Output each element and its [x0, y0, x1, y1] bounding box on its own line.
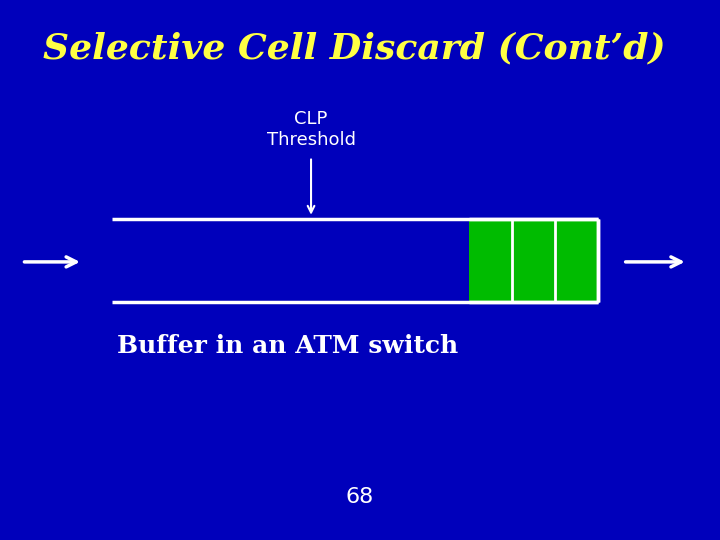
Bar — [512, 219, 554, 302]
Text: 68: 68 — [346, 487, 374, 507]
Text: CLP
Threshold: CLP Threshold — [266, 110, 356, 149]
Bar — [469, 219, 512, 302]
Text: Buffer in an ATM switch: Buffer in an ATM switch — [117, 334, 459, 357]
Text: Selective Cell Discard (Cont’d): Selective Cell Discard (Cont’d) — [43, 32, 666, 65]
Bar — [554, 219, 598, 302]
